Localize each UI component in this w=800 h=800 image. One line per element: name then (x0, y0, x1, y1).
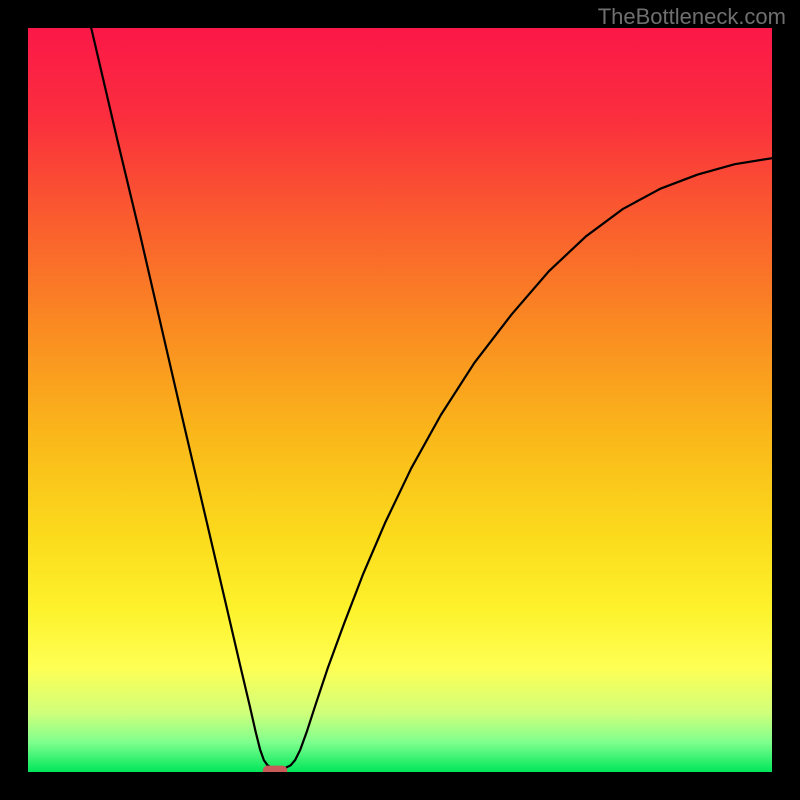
bottleneck-chart (28, 28, 772, 772)
chart-background (28, 28, 772, 772)
watermark-text: TheBottleneck.com (598, 4, 786, 30)
plot-area (28, 28, 772, 772)
chart-frame: TheBottleneck.com (0, 0, 800, 800)
min-marker (263, 766, 288, 772)
